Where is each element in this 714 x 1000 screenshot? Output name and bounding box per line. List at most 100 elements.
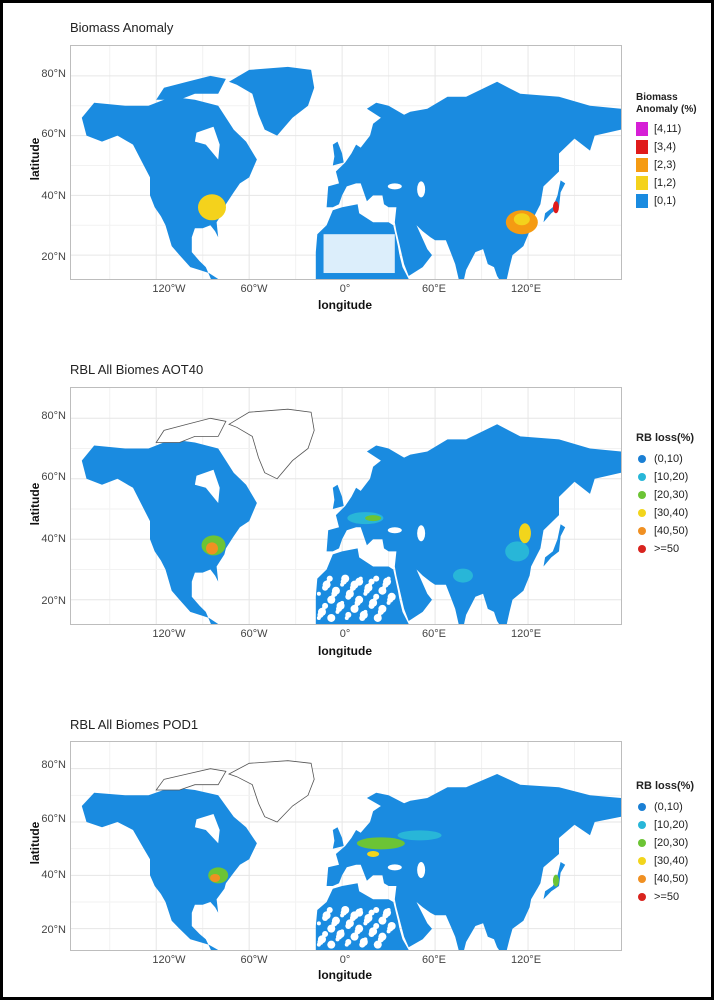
black-sea	[387, 183, 402, 190]
sahara-gap	[316, 921, 321, 926]
legend-label: [10,20)	[654, 819, 689, 831]
sahara-gap	[340, 929, 345, 934]
legend-label: [3,4)	[654, 141, 677, 153]
legend-label: [20,30)	[654, 837, 689, 849]
sahara-gap	[373, 593, 380, 600]
sahara-gap	[363, 937, 368, 942]
legend-label: [2,3)	[654, 159, 677, 171]
sahara-gap	[331, 586, 340, 595]
legend-title: Biomass	[636, 92, 678, 103]
legend-label: [10,20)	[654, 471, 689, 483]
sahara-gap	[386, 908, 391, 912]
legend-label: [20,30)	[654, 489, 689, 501]
legend-swatch	[636, 176, 648, 190]
legend-swatch	[638, 857, 646, 865]
x-axis-label: longitude	[318, 298, 372, 312]
legend-swatch	[636, 122, 648, 136]
legend-swatch	[638, 893, 646, 901]
lon-tick: 0°	[339, 954, 351, 966]
black-sea	[387, 527, 402, 534]
lon-tick: 60°W	[240, 283, 268, 295]
legend-items: [4,11) [3,4) [2,3) [1,2) [0,1)	[636, 120, 697, 210]
world-map	[71, 388, 621, 624]
lon-tick: 60°W	[240, 628, 268, 640]
sahara-gap	[373, 575, 380, 582]
north-america	[81, 787, 257, 950]
lon-tick: 120°W	[152, 954, 186, 966]
sahara-gap	[368, 578, 375, 585]
canadian-arctic	[155, 417, 227, 443]
eurasia	[326, 81, 621, 279]
legend-swatch	[638, 473, 646, 481]
sahara-gap	[322, 602, 329, 609]
legend-item: (0,10)	[636, 450, 694, 468]
black-sea	[387, 864, 402, 871]
lat-tick: 40°N	[41, 869, 66, 881]
greenland	[229, 66, 315, 136]
legend-swatch	[638, 875, 646, 883]
y-axis-label: latitude	[28, 482, 42, 526]
hudson-bay	[194, 814, 220, 844]
caspian-sea	[417, 181, 426, 198]
lon-tick: 120°E	[510, 628, 542, 640]
north-america	[81, 439, 257, 624]
japan	[543, 524, 566, 567]
legend-items: (0,10) [10,20) [20,30) [30,40) [40,50) >=50	[636, 450, 694, 558]
x-axis-label: longitude	[318, 968, 372, 982]
legend-label: [40,50)	[654, 525, 689, 537]
canadian-arctic	[156, 75, 226, 100]
sahara-gap	[327, 940, 336, 949]
legend-title-line2: Anomaly (%)	[636, 104, 697, 115]
hotspot-europe	[356, 837, 405, 850]
greenland	[228, 408, 315, 480]
hotspot-eastern-us-core	[205, 542, 218, 555]
eurasia	[326, 424, 621, 624]
hotspot-eastern-china-core	[513, 213, 530, 226]
lon-tick: 0°	[339, 628, 351, 640]
lon-tick: 60°W	[240, 954, 268, 966]
hudson-bay	[194, 126, 220, 160]
legend-swatch	[636, 158, 648, 172]
lon-tick: 120°W	[152, 628, 186, 640]
north-america	[81, 96, 257, 279]
legend-swatch	[638, 545, 646, 553]
world-map	[71, 46, 621, 279]
legend-label: (0,10)	[654, 801, 683, 813]
legend-item: >=50	[636, 888, 694, 906]
great-britain	[332, 141, 344, 166]
legend-swatch	[638, 455, 646, 463]
sahara-gap	[350, 580, 359, 589]
sahara-gap	[355, 595, 364, 604]
x-axis-label: longitude	[318, 644, 372, 658]
canadian-arctic	[155, 768, 227, 791]
legend-item: [30,40)	[636, 852, 694, 870]
legend-label: [30,40)	[654, 507, 689, 519]
sahara-gap	[386, 576, 391, 581]
lon-tick: 60°E	[422, 954, 446, 966]
sahara-gap	[373, 907, 380, 913]
panel-title: Biomass Anomaly	[70, 20, 174, 35]
sahara-gap	[340, 600, 345, 605]
sahara-gap	[327, 613, 336, 622]
hotspot-eastern-us	[197, 194, 226, 221]
lat-tick: 80°N	[41, 68, 66, 80]
sahara-gap	[387, 922, 396, 930]
legend-item: [0,1)	[636, 192, 697, 210]
sahara-gap	[341, 574, 350, 583]
lat-tick: 80°N	[41, 759, 66, 771]
legend: RB loss(%) (0,10) [10,20) [20,30) [30,40) [4…	[636, 432, 694, 558]
hotspot-balkans	[367, 851, 380, 857]
legend-item: (0,10)	[636, 798, 694, 816]
legend-item: [3,4)	[636, 138, 697, 156]
lat-tick: 20°N	[41, 924, 66, 936]
sahara-gap	[355, 924, 364, 933]
legend-item: [40,50)	[636, 522, 694, 540]
sahara-gap	[331, 916, 340, 925]
legend-item: [2,3)	[636, 156, 697, 174]
legend: RB loss(%) (0,10) [10,20) [20,30) [30,40) [4…	[636, 780, 694, 906]
lat-tick: 40°N	[41, 190, 66, 202]
sahara-gap	[373, 923, 380, 929]
legend-item: [10,20)	[636, 468, 694, 486]
legend-label: >=50	[654, 891, 680, 903]
legend-swatch	[636, 194, 648, 208]
